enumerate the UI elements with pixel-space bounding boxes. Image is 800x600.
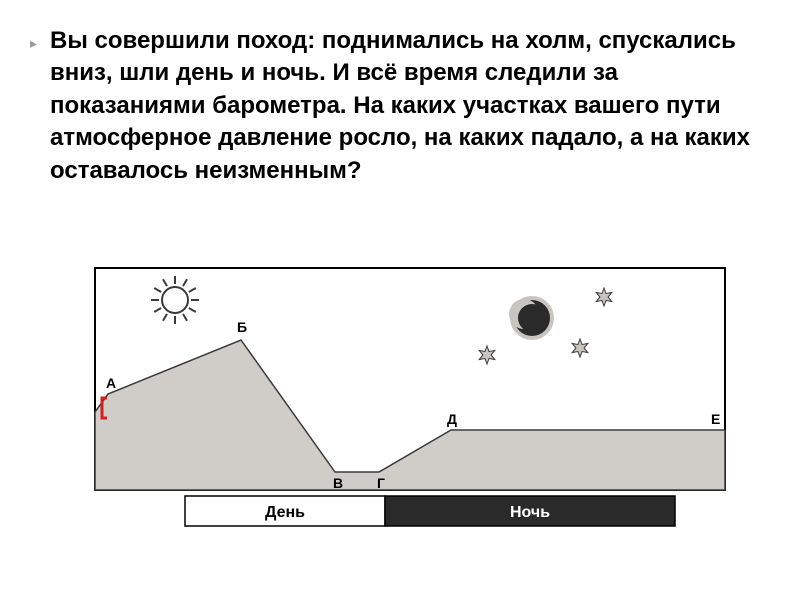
svg-text:Д: Д <box>447 411 457 427</box>
terrain-diagram: А Б В Г Д Е День Ночь <box>55 250 755 550</box>
bullet-marker: ▸ <box>30 35 37 52</box>
svg-text:Б: Б <box>237 319 247 335</box>
slide-page: { "bullet_glyph": "▸", "question_text": … <box>0 0 800 600</box>
svg-text:Ночь: Ночь <box>510 504 550 521</box>
svg-text:В: В <box>333 475 343 491</box>
question-text: Вы совершили поход: поднимались на холм,… <box>50 25 750 187</box>
svg-text:Г: Г <box>377 475 385 491</box>
diagram-svg: А Б В Г Д Е День Ночь <box>55 250 755 550</box>
day-night-bar: День Ночь <box>185 496 675 526</box>
svg-text:А: А <box>106 375 116 391</box>
svg-text:Е: Е <box>711 411 720 427</box>
svg-text:День: День <box>265 504 305 521</box>
